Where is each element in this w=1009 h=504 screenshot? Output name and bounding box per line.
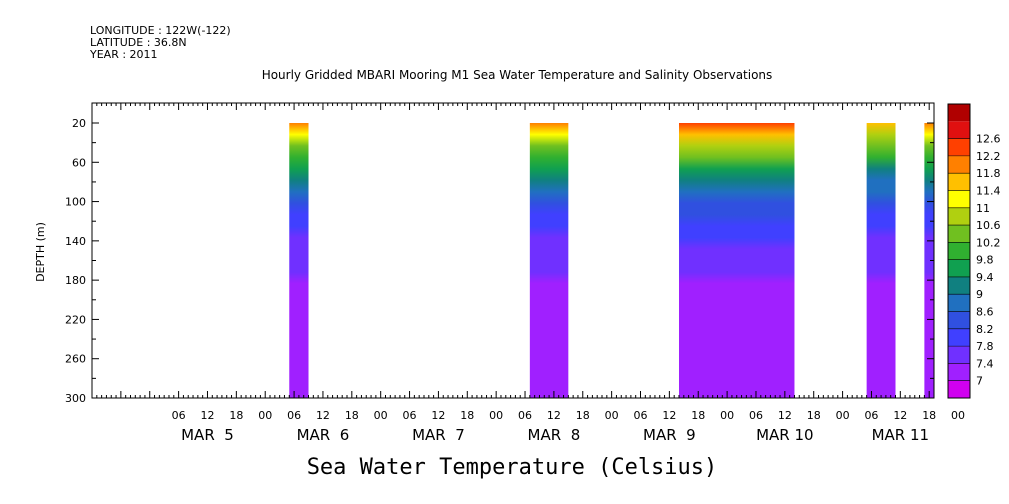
x-tick-label: 06: [287, 409, 301, 422]
data-block: [678, 123, 795, 398]
y-tick-label: 100: [65, 196, 86, 209]
colorbar-swatch: [948, 173, 970, 191]
colorbar-label: 8.6: [976, 306, 994, 319]
x-day-label: MAR 8: [528, 426, 581, 444]
y-axis-label: DEPTH (m): [34, 222, 47, 282]
x-day-label: MAR 7: [412, 426, 465, 444]
x-tick-label: 18: [229, 409, 243, 422]
colorbar-swatch: [948, 259, 970, 277]
x-tick-label: 12: [547, 409, 561, 422]
x-day-label: MAR 5: [181, 426, 234, 444]
x-day-label: MAR 10: [756, 426, 813, 444]
colorbar-label: 7: [976, 375, 983, 388]
x-tick-label: 06: [749, 409, 763, 422]
colorbar-label: 9.8: [976, 254, 994, 267]
colorbar-swatch: [948, 311, 970, 329]
x-tick-label: 06: [403, 409, 417, 422]
data-block: [289, 123, 309, 398]
x-tick-label: 00: [374, 409, 388, 422]
colorbar: 7 7.4 7.8 8.2 8.6 9 9.4 9.8 10.2 10.6 11 11.4 11.8 12…: [947, 103, 1001, 399]
data-block: [866, 123, 896, 398]
x-tick-label: 18: [691, 409, 705, 422]
colorbar-label: 12.6: [976, 133, 1001, 146]
x-tick-label: 00: [258, 409, 272, 422]
axes: 20 60 100 140 180 220 260 300 06 12 18 00 06 12 18 00 06…: [65, 103, 965, 444]
y-tick-label: 300: [65, 392, 86, 405]
x-tick-label: 18: [345, 409, 359, 422]
x-day-label: MAR 11: [872, 426, 929, 444]
x-tick-label: 06: [634, 409, 648, 422]
x-tick-label: 18: [460, 409, 474, 422]
colorbar-swatch: [948, 138, 970, 156]
colorbar-label: 12.2: [976, 150, 1001, 163]
colorbar-swatch: [948, 242, 970, 260]
temperature-heatmap-chart: 20 60 100 140 180 220 260 300 06 12 18 00 06 12 18 00 06…: [34, 102, 1001, 444]
x-tick-label: 06: [518, 409, 532, 422]
x-tick-label: 18: [576, 409, 590, 422]
colorbar-swatch: [948, 207, 970, 226]
x-tick-label: 12: [431, 409, 445, 422]
y-tick-label: 60: [72, 156, 86, 169]
colorbar-label: 9.4: [976, 271, 994, 284]
colorbar-label: 8.2: [976, 323, 994, 336]
colorbar-frame: [947, 103, 971, 399]
plot-frame: [91, 102, 935, 399]
colorbar-swatch: [948, 190, 970, 208]
colorbar-swatch: [948, 294, 970, 312]
y-tick-label: 180: [65, 274, 86, 287]
x-tick-label: 00: [489, 409, 503, 422]
data-blocks: [289, 123, 934, 398]
y-tick-label: 20: [72, 117, 86, 130]
year-label: YEAR : 2011: [90, 48, 158, 61]
x-tick-label: 18: [922, 409, 936, 422]
colorbar-label: 9: [976, 288, 983, 301]
colorbar-label: 10.6: [976, 219, 1001, 232]
colorbar-label: 10.2: [976, 236, 1001, 249]
x-tick-label: 00: [951, 409, 965, 422]
chart-title: Hourly Gridded MBARI Mooring M1 Sea Wate…: [261, 68, 773, 82]
x-tick-label: 00: [836, 409, 850, 422]
x-tick-label: 00: [605, 409, 619, 422]
colorbar-label: 11.8: [976, 167, 1001, 180]
colorbar-swatch: [948, 276, 970, 295]
x-tick-label: 18: [807, 409, 821, 422]
colorbar-swatch: [948, 363, 970, 381]
colorbar-label: 11: [976, 202, 990, 215]
x-tick-label: 12: [893, 409, 907, 422]
colorbar-swatch: [948, 121, 970, 139]
latitude-label: LATITUDE : 36.8N: [90, 36, 187, 49]
colorbar-label: 7.8: [976, 340, 994, 353]
colorbar-swatch: [948, 328, 970, 347]
x-tick-label: 12: [662, 409, 676, 422]
colorbar-swatch: [948, 346, 970, 364]
colorbar-label: 11.4: [976, 184, 1001, 197]
x-tick-label: 06: [864, 409, 878, 422]
x-tick-label: 12: [316, 409, 330, 422]
colorbar-swatch: [948, 380, 970, 398]
y-tick-label: 220: [65, 313, 86, 326]
x-tick-label: 06: [172, 409, 186, 422]
x-day-label: MAR 6: [297, 426, 350, 444]
colorbar-swatch: [948, 104, 970, 122]
colorbar-label: 7.4: [976, 357, 994, 370]
x-tick-label: 00: [720, 409, 734, 422]
colorbar-swatch: [948, 225, 970, 243]
y-tick-label: 140: [65, 235, 86, 248]
colorbar-swatch: [948, 155, 970, 174]
longitude-label: LONGITUDE : 122W(-122): [90, 24, 231, 37]
x-tick-label: 12: [200, 409, 214, 422]
x-day-label: MAR 9: [643, 426, 696, 444]
data-block: [529, 123, 569, 398]
y-tick-label: 260: [65, 353, 86, 366]
data-block: [924, 123, 934, 398]
x-axis-title: Sea Water Temperature (Celsius): [306, 455, 718, 480]
x-tick-label: 12: [778, 409, 792, 422]
